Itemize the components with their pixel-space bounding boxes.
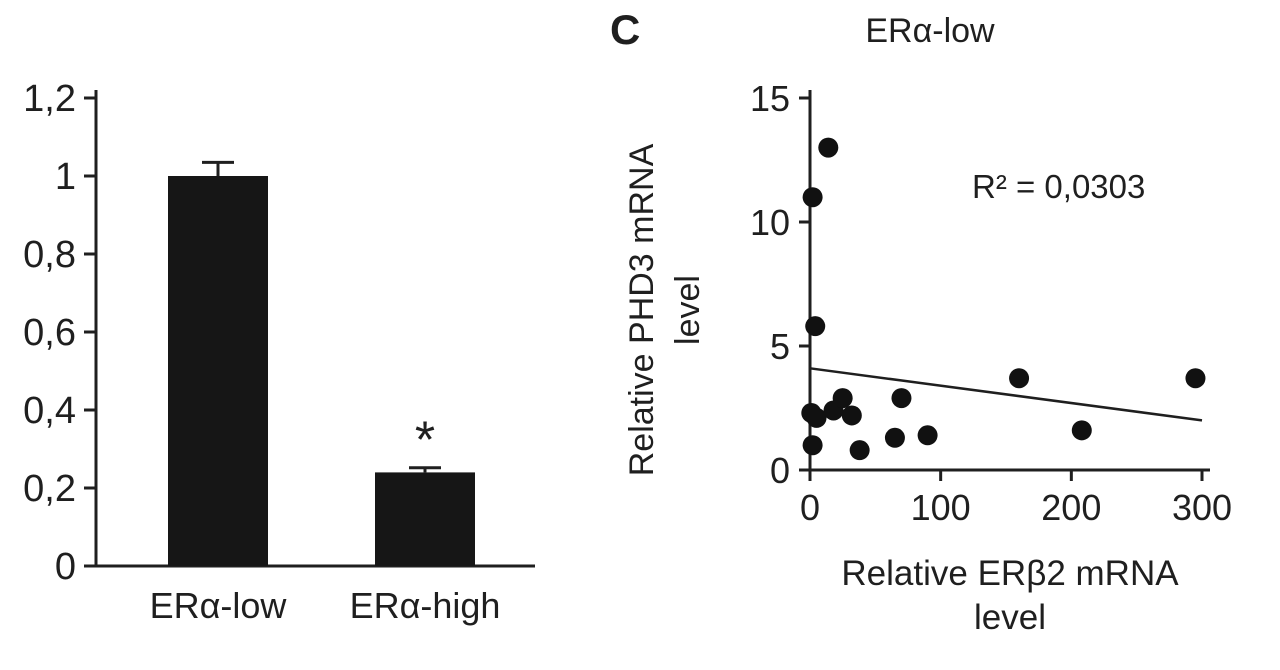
data-point [1071,420,1092,441]
svg-text:0,6: 0,6 [23,312,76,354]
svg-text:0,2: 0,2 [23,468,76,510]
svg-text:0: 0 [55,546,76,588]
svg-text:0,4: 0,4 [23,390,76,432]
x-axis-label-line-1: Relative ERβ2 mRNA [841,554,1179,593]
r-squared-annotation: R² = 0,0303 [972,168,1146,205]
svg-text:0: 0 [770,450,790,491]
bar-1 [375,472,475,566]
svg-text:1: 1 [55,156,76,198]
svg-text:0,8: 0,8 [23,234,76,276]
svg-text:100: 100 [911,487,971,528]
scatter-x-axis-label: Relative ERβ2 mRNA level [780,552,1240,640]
data-points [801,137,1206,461]
data-point [884,427,905,448]
panel-label-c: C [610,6,641,53]
trendline [809,367,1203,422]
svg-text:15: 15 [750,78,790,119]
scatter-x-ticks: 0 100 200 300 [800,470,1232,528]
data-point [849,440,870,461]
data-point [917,425,938,446]
data-point [805,316,826,337]
scatter-title: ERα-low [865,12,995,50]
scatter-chart: 0 5 10 15 0 100 200 300 [750,78,1232,528]
bar-0 [168,176,268,566]
svg-text:ERα-low: ERα-low [150,585,288,626]
svg-text:200: 200 [1041,487,1101,528]
x-axis-label-line-2: level [974,598,1046,637]
scatter-y-axis-label: Relative PHD3 mRNA level [619,80,711,540]
svg-text:5: 5 [770,326,790,367]
data-point [806,407,827,428]
bar-chart: 0 0,2 0,4 0,6 0,8 1 1,2 ERα-low * ERα-high [23,78,535,626]
data-point [841,405,862,426]
svg-text:1,2: 1,2 [23,78,76,120]
svg-text:300: 300 [1172,487,1232,528]
svg-text:0: 0 [800,487,820,528]
scatter-y-ticks: 0 5 10 15 [750,78,810,491]
svg-text:10: 10 [750,202,790,243]
data-point [1185,368,1206,389]
y-axis-label-line-2: level [669,275,707,345]
svg-text:*: * [415,412,435,470]
data-point [802,435,823,456]
data-point [891,388,912,409]
data-point [832,388,853,409]
bars: ERα-low * ERα-high [150,160,501,626]
bar-y-ticks: 0 0,2 0,4 0,6 0,8 1 1,2 [23,78,96,588]
data-point [1009,368,1030,389]
svg-text:ERα-high: ERα-high [350,585,501,626]
y-axis-label-line-1: Relative PHD3 mRNA [623,143,661,477]
data-point [802,187,823,208]
data-point [818,137,839,158]
